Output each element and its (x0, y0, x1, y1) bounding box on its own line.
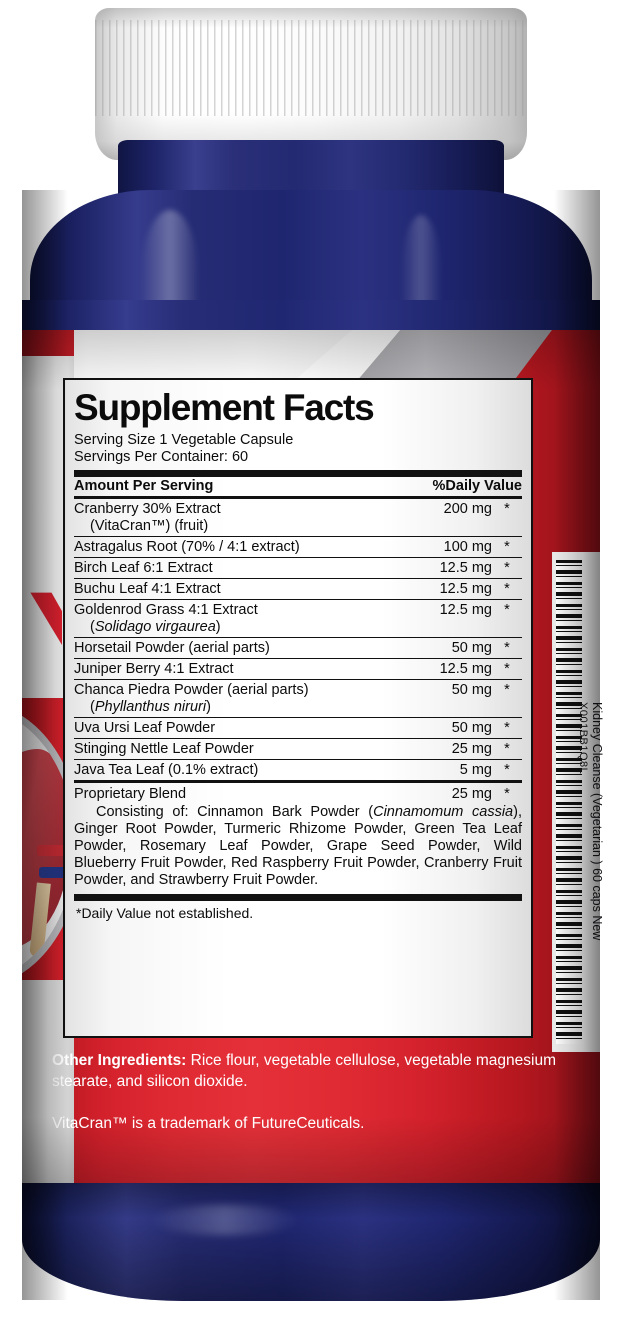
cap-top-shading (95, 8, 527, 28)
ingredient-name: Uva Ursi Leaf Powder (74, 719, 216, 736)
ingredient-latin-name: (Solidago virgaurea) (90, 618, 221, 635)
other-ingredients: Other Ingredients: Rice flour, vegetable… (52, 1050, 557, 1092)
ingredient-daily-value: * (504, 719, 510, 736)
ingredient-name: Cranberry 30% Extract (VitaCran™) (fruit) (74, 501, 414, 535)
table-row: Chanca Piedra Powder (aerial parts) (Phyl… (74, 680, 522, 717)
row-divider (74, 658, 522, 659)
proprietary-blend-row: Proprietary Blend 25 mg * (74, 783, 522, 803)
ingredient-amount: 25 mg (451, 740, 492, 757)
daily-value-header: %Daily Value (432, 478, 522, 494)
ingredient-daily-value: * (504, 740, 510, 757)
serving-size: Serving Size 1 Vegetable Capsule (74, 432, 294, 448)
ingredient-amount: 50 mg (451, 719, 492, 736)
row-divider (74, 599, 522, 600)
front-title-letter: Y (28, 566, 62, 716)
table-row: Juniper Berry 4:1 Extract 12.5 mg * (74, 659, 522, 679)
row-divider (74, 679, 522, 680)
blend-amount: 25 mg (451, 786, 492, 802)
bottle-base-shading (22, 1183, 600, 1301)
ingredient-amount: 50 mg (451, 681, 492, 698)
ingredient-rows: Cranberry 30% Extract (VitaCran™) (fruit)… (74, 499, 522, 780)
divider-thick-top (74, 470, 522, 477)
table-header-row: Amount Per Serving %Daily Value (74, 477, 522, 496)
ingredient-name: Java Tea Leaf (0.1% extract) (74, 761, 259, 778)
blend-name: Proprietary Blend (74, 786, 187, 802)
blend-composition: Consisting of: Cinnamon Bark Powder (Cin… (74, 803, 522, 889)
divider-above-blend (74, 780, 522, 783)
ingredient-amount: 5 mg (459, 761, 492, 778)
kidney-icon (22, 749, 71, 958)
ingredient-latin-name: (Phyllanthus niruri) (90, 698, 211, 715)
blend-dv: * (504, 786, 510, 802)
table-row: Buchu Leaf 4:1 Extract 12.5 mg * (74, 579, 522, 599)
bottle-base-highlight (150, 1205, 300, 1235)
ingredient-name: Birch Leaf 6:1 Extract (74, 559, 213, 576)
ingredient-amount: 12.5 mg (439, 559, 492, 576)
supplement-facts-title: Supplement Facts (74, 387, 375, 428)
row-divider (74, 759, 522, 760)
table-row: Horsetail Powder (aerial parts) 50 mg * (74, 638, 522, 658)
barcode-panel: X001BB1Q8L Kidney Cleanse (Vegetarian ) … (552, 552, 604, 1052)
table-row: Java Tea Leaf (0.1% extract) 5 mg * (74, 760, 522, 780)
row-divider (74, 637, 522, 638)
row-divider (74, 536, 522, 537)
ingredient-daily-value: * (504, 761, 510, 778)
ingredient-name: Goldenrod Grass 4:1 Extract (Solidago vir… (74, 602, 414, 636)
ingredient-daily-value: * (504, 559, 510, 576)
ureter-icon (29, 882, 51, 958)
divider-under-header (74, 496, 522, 499)
ingredient-daily-value: * (504, 681, 510, 698)
ingredient-name: Juniper Berry 4:1 Extract (74, 660, 234, 677)
other-ingredients-text: Rice flour, vegetable cellulose, vegetab… (52, 1052, 556, 1090)
divider-thick-bottom (74, 894, 522, 901)
ingredient-amount: 12.5 mg (439, 580, 492, 597)
table-row: Uva Ursi Leaf Powder 50 mg * (74, 718, 522, 738)
ingredient-amount: 12.5 mg (439, 601, 492, 618)
ingredient-name: Chanca Piedra Powder (aerial parts) (Phyl… (74, 682, 414, 716)
barcode-description: Kidney Cleanse (Vegetarian ) 60 caps New (590, 702, 604, 941)
ingredient-daily-value: * (504, 538, 510, 555)
row-divider (74, 557, 522, 558)
blend-text-after: ), Ginger Root Powder, Turmeric Rhizome … (74, 804, 522, 888)
table-row: Cranberry 30% Extract (VitaCran™) (fruit)… (74, 499, 522, 536)
ingredient-name: Horsetail Powder (aerial parts) (74, 639, 270, 656)
supplement-facts-panel: Supplement Facts Serving Size 1 Vegetabl… (63, 378, 533, 1038)
front-panel-red-top (22, 330, 74, 356)
table-row: Birch Leaf 6:1 Extract 12.5 mg * (74, 558, 522, 578)
table-row: Astragalus Root (70% / 4:1 extract) 100 m… (74, 537, 522, 557)
ingredient-daily-value: * (504, 601, 510, 618)
ingredient-amount: 50 mg (451, 639, 492, 656)
row-divider (74, 717, 522, 718)
ingredient-subtext: (VitaCran™) (fruit) (90, 517, 209, 534)
table-row: Goldenrod Grass 4:1 Extract (Solidago vir… (74, 600, 522, 637)
bottle-base (22, 1183, 600, 1301)
row-divider (74, 738, 522, 739)
table-row: Stinging Nettle Leaf Powder 25 mg * (74, 739, 522, 759)
servings-per-container: Servings Per Container: 60 (74, 448, 249, 465)
blend-latin-name: Cinnamomum cassia (373, 804, 514, 820)
ingredient-name: Buchu Leaf 4:1 Extract (74, 580, 221, 597)
ingredient-daily-value: * (504, 660, 510, 677)
ingredient-amount: 12.5 mg (439, 660, 492, 677)
daily-value-footnote: *Daily Value not established. (76, 905, 254, 921)
other-ingredients-label: Other Ingredients: (52, 1052, 187, 1069)
barcode-icon (556, 560, 582, 1044)
bottle-cap (95, 8, 527, 160)
barcode-number: X001BB1Q8L (577, 702, 589, 775)
ingredient-name: Astragalus Root (70% / 4:1 extract) (74, 538, 300, 555)
ingredient-daily-value: * (504, 500, 510, 517)
trademark-note: VitaCran™ is a trademark of FutureCeutic… (52, 1115, 365, 1132)
ingredient-name: Stinging Nettle Leaf Powder (74, 740, 254, 757)
ingredient-daily-value: * (504, 639, 510, 656)
ingredient-amount: 200 mg (443, 500, 492, 517)
amount-per-serving-header: Amount Per Serving (74, 478, 214, 494)
cap-ribbing (95, 20, 527, 116)
ingredient-daily-value: * (504, 580, 510, 597)
blend-text-before: Consisting of: Cinnamon Bark Powder ( (96, 804, 374, 820)
row-divider (74, 578, 522, 579)
ingredient-amount: 100 mg (443, 538, 492, 555)
